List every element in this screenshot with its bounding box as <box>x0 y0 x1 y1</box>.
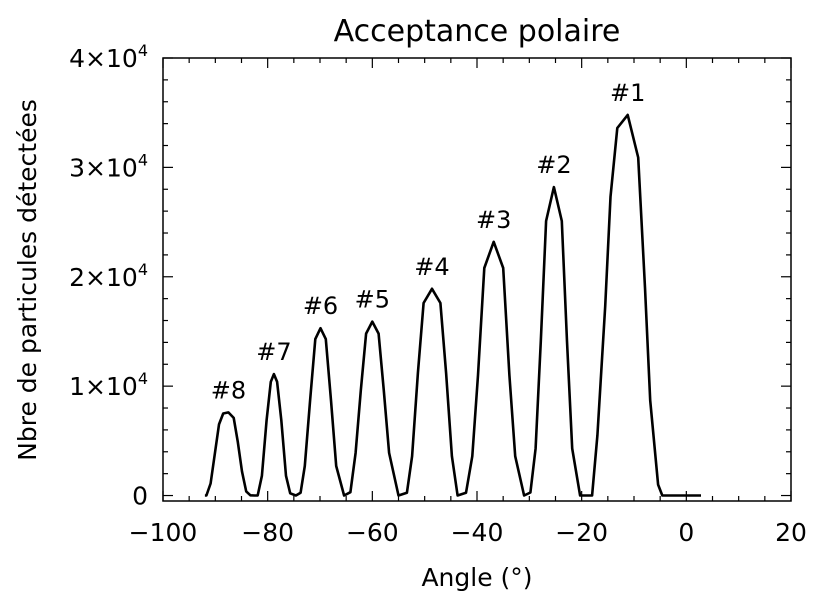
y-tick-label: 4×104 <box>69 41 148 73</box>
peak-label: #2 <box>536 151 571 179</box>
x-tick-label: −40 <box>451 518 504 547</box>
series-line <box>204 113 701 497</box>
x-tick-label: −60 <box>346 518 399 547</box>
peak-label: #5 <box>355 286 390 314</box>
x-tick-labels: −100 −80 −60 −40 −20 0 20 <box>129 518 807 547</box>
x-axis-label: Angle (°) <box>421 563 532 592</box>
x-tick-label: 20 <box>775 518 807 547</box>
y-tick-label: 2×104 <box>69 260 148 292</box>
plot-frame <box>162 57 792 502</box>
x-tick-label: 0 <box>678 518 694 547</box>
peak-labels: #1 #2 #3 #4 #5 #6 #7 #8 <box>211 79 646 405</box>
y-axis-label: Nbre de particules détectées <box>13 99 42 461</box>
x-tick-label: −80 <box>241 518 294 547</box>
peak-label: #7 <box>256 338 291 366</box>
chart-title: Acceptance polaire <box>334 14 621 49</box>
axis-ticks <box>162 57 792 501</box>
x-tick-label: −20 <box>555 518 608 547</box>
y-tick-label: 0 <box>132 482 148 511</box>
y-tick-labels: 0 1×104 2×104 3×104 4×104 <box>69 41 148 511</box>
peak-label: #6 <box>303 292 338 320</box>
peak-label: #8 <box>211 376 246 404</box>
peak-label: #3 <box>476 206 511 234</box>
y-tick-label: 3×104 <box>69 150 148 182</box>
peak-label: #4 <box>414 253 449 281</box>
y-tick-label: 1×104 <box>69 369 148 401</box>
peak-label: #1 <box>610 79 645 107</box>
x-tick-label: −100 <box>129 518 198 547</box>
